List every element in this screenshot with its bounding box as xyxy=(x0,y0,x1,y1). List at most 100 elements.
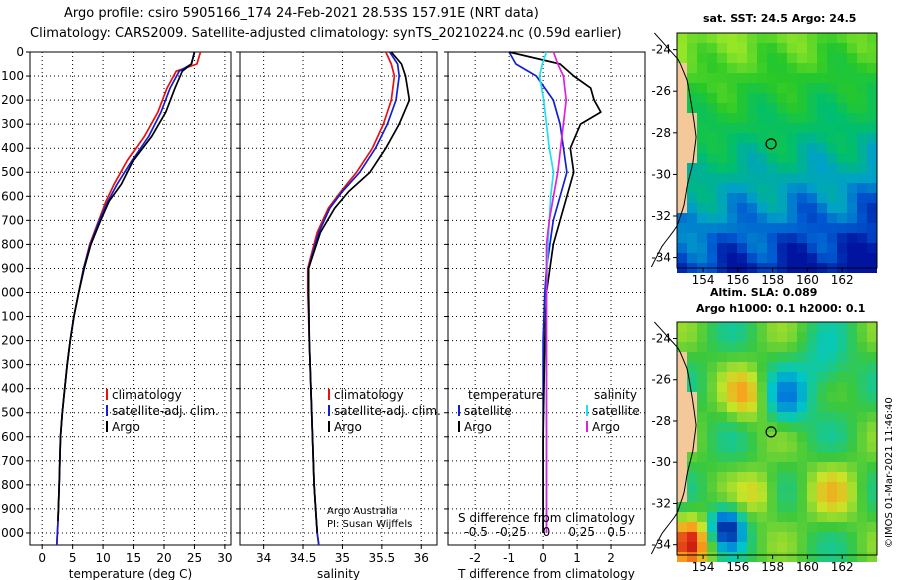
sst-map-xtick-label: 160 xyxy=(796,273,819,287)
sla-map-cell xyxy=(847,512,857,522)
sla-map-cell xyxy=(707,412,717,422)
sla-map-cell xyxy=(747,332,757,342)
sst-map-cell xyxy=(837,73,847,83)
sst-map-cell xyxy=(857,243,867,253)
sla-map-cell xyxy=(777,452,787,462)
sla-map-cell xyxy=(777,492,787,502)
sst-map-cell xyxy=(737,143,747,153)
sla-map-cell xyxy=(727,362,737,372)
sst-map-cell xyxy=(807,213,817,223)
sla-map-cell xyxy=(867,452,877,462)
sst-map-cell xyxy=(777,253,787,263)
sla-map-cell xyxy=(827,382,837,392)
sla-map-cell xyxy=(777,322,787,332)
sst-map-cell xyxy=(697,43,707,53)
sla-map-cell xyxy=(807,502,817,512)
sst-map-cell xyxy=(857,213,867,223)
sla-map-cell xyxy=(867,322,877,332)
sla-map-cell xyxy=(737,452,747,462)
sst-map-cell xyxy=(847,233,857,243)
sst-map-cell xyxy=(737,43,747,53)
sst-map-cell xyxy=(817,193,827,203)
sst-map-cell xyxy=(757,83,767,93)
sla-map-cell xyxy=(787,502,797,512)
sla-map-cell xyxy=(807,332,817,342)
sla-map-cell xyxy=(867,552,877,562)
sst-map-ytick-label: -28 xyxy=(651,126,671,140)
sst-map-cell xyxy=(807,253,817,263)
sla-map-cell xyxy=(797,332,807,342)
sst-map-cell xyxy=(677,183,687,193)
sst-map-cell xyxy=(837,233,847,243)
sst-map-cell xyxy=(797,83,807,93)
sst-map-cell xyxy=(697,133,707,143)
sst-map-cell xyxy=(687,113,697,123)
sla-map-cell xyxy=(867,412,877,422)
credit-line2: PI: Susan Wijffels xyxy=(327,519,413,530)
sst-map-cell xyxy=(727,63,737,73)
sst-map-cell xyxy=(687,183,697,193)
sst-map-cell xyxy=(787,123,797,133)
sst-map-cell xyxy=(677,173,687,183)
sst-map-cell xyxy=(837,253,847,263)
sst-map-cell xyxy=(847,153,857,163)
sst-map xyxy=(650,32,878,273)
sst-map-cell xyxy=(777,43,787,53)
sla-map-cell xyxy=(787,382,797,392)
sst-map-cell xyxy=(747,53,757,63)
sst-map-cell xyxy=(767,103,777,113)
sst-map-cell xyxy=(747,173,757,183)
sst-map-cell xyxy=(717,53,727,63)
sst-map-cell xyxy=(777,53,787,63)
figure-title-line2: Climatology: CARS2009. Satellite-adjuste… xyxy=(30,26,622,41)
sst-map-cell xyxy=(697,113,707,123)
sla-map-ytick-label: -34 xyxy=(651,538,671,552)
sst-map-cell xyxy=(797,193,807,203)
sst-map-cell xyxy=(827,73,837,83)
sst-map-cell xyxy=(687,233,697,243)
sst-map-cell xyxy=(827,53,837,63)
sst-map-cell xyxy=(777,193,787,203)
sst-map-cell xyxy=(777,153,787,163)
sla-map-cell xyxy=(767,332,777,342)
sst-map-cell xyxy=(767,173,777,183)
sla-map-cell xyxy=(757,362,767,372)
sla-map-cell xyxy=(767,342,777,352)
sla-map-cell xyxy=(747,442,757,452)
sla-map-cell xyxy=(687,442,697,452)
sla-map-cell xyxy=(757,402,767,412)
sst-map-cell xyxy=(807,103,817,113)
sla-map-cell xyxy=(777,442,787,452)
sla-map-cell xyxy=(857,542,867,552)
sla-map-cell xyxy=(847,432,857,442)
sla-map-cell xyxy=(717,532,727,542)
sst-map-cell xyxy=(817,163,827,173)
sla-map-cell xyxy=(757,492,767,502)
sst-map-cell xyxy=(787,173,797,183)
sst-map-cell xyxy=(857,83,867,93)
salinity-legend-swatch xyxy=(328,389,330,400)
sla-map-cell xyxy=(687,332,697,342)
sla-map-cell xyxy=(727,502,737,512)
sst-map-cell xyxy=(867,193,877,203)
sla-map-cell xyxy=(747,502,757,512)
sst-map-cell xyxy=(747,83,757,93)
sla-map-xtick-label: 156 xyxy=(726,560,749,574)
sst-map-cell xyxy=(697,153,707,163)
sst-map-cell xyxy=(757,223,767,233)
sla-map-cell xyxy=(827,512,837,522)
sla-map-cell xyxy=(787,482,797,492)
sst-map-cell xyxy=(777,203,787,213)
sst-map-cell xyxy=(687,173,697,183)
sla-map-cell xyxy=(757,372,767,382)
sla-map-cell xyxy=(867,432,877,442)
sla-map-cell xyxy=(857,322,867,332)
sst-map-cell xyxy=(707,213,717,223)
sla-map-cell xyxy=(777,462,787,472)
sla-map-cell xyxy=(867,352,877,362)
sla-map-cell xyxy=(837,332,847,342)
sst-map-cell xyxy=(827,233,837,243)
depth-tick-label: 900 xyxy=(1,261,24,275)
sst-map-cell xyxy=(707,73,717,83)
sla-map-cell xyxy=(837,452,847,462)
